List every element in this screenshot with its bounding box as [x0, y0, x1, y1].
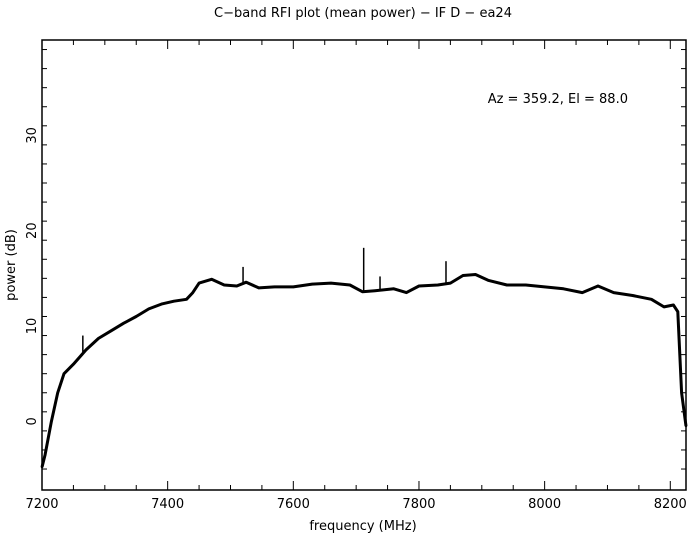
data-point	[84, 348, 88, 352]
x-axis-label: frequency (MHz)	[309, 519, 416, 534]
data-point	[672, 303, 675, 307]
az-el-annotation: Az = 359.2, El = 88.0	[488, 92, 628, 107]
data-point	[596, 284, 600, 288]
x-tick-label: 7400	[151, 497, 184, 512]
data-point	[244, 280, 248, 284]
chart-title: C−band RFI plot (mean power) − IF D − ea…	[214, 6, 512, 21]
data-point	[273, 285, 276, 289]
data-point	[43, 453, 47, 456]
data-point	[405, 291, 408, 294]
x-tick-label: 7800	[402, 497, 435, 512]
data-point	[62, 372, 66, 375]
data-point	[650, 298, 653, 301]
data-point	[486, 279, 490, 282]
data-point	[40, 465, 44, 469]
data-point	[50, 420, 53, 423]
data-point	[191, 291, 194, 294]
data-point	[348, 283, 352, 287]
data-point	[631, 294, 634, 297]
data-point	[505, 283, 509, 287]
data-point	[461, 274, 465, 277]
data-point	[122, 321, 125, 325]
data-point	[97, 337, 100, 340]
power-series-line	[40, 273, 688, 468]
data-point	[135, 315, 138, 318]
data-point	[223, 283, 226, 287]
data-point	[562, 287, 565, 291]
data-point	[235, 284, 238, 288]
data-point	[257, 286, 260, 290]
data-point	[373, 289, 377, 292]
x-tick-label: 7600	[277, 497, 310, 512]
data-point	[56, 391, 59, 394]
data-point	[436, 283, 440, 287]
data-point	[210, 278, 213, 281]
x-tick-label: 8000	[528, 497, 561, 512]
data-point	[417, 284, 421, 288]
data-point	[474, 273, 477, 276]
data-point	[185, 298, 188, 301]
data-point	[109, 329, 113, 332]
data-point	[147, 307, 151, 311]
y-tick-label: 20	[25, 222, 40, 239]
y-tick-label: 30	[25, 127, 40, 144]
data-point	[172, 300, 176, 303]
plot-frame	[41, 39, 687, 491]
data-point	[310, 282, 314, 286]
data-point	[543, 285, 546, 289]
data-point	[329, 281, 333, 285]
data-point	[72, 362, 75, 366]
x-tick-label: 7200	[25, 497, 58, 512]
data-point	[612, 291, 615, 294]
y-tick-label: 0	[25, 417, 40, 425]
data-point	[524, 283, 527, 287]
data-point	[684, 424, 688, 428]
data-point	[449, 281, 452, 285]
x-tick-label: 8200	[654, 497, 687, 512]
data-point	[676, 310, 680, 313]
data-point	[160, 302, 163, 306]
data-point	[392, 287, 396, 291]
data-point	[680, 391, 683, 394]
y-axis-label: power (dB)	[4, 229, 19, 301]
data-point	[292, 285, 295, 289]
data-point	[197, 281, 201, 285]
y-tick-label: 10	[25, 318, 40, 335]
data-point	[581, 291, 584, 294]
data-point	[662, 305, 666, 309]
